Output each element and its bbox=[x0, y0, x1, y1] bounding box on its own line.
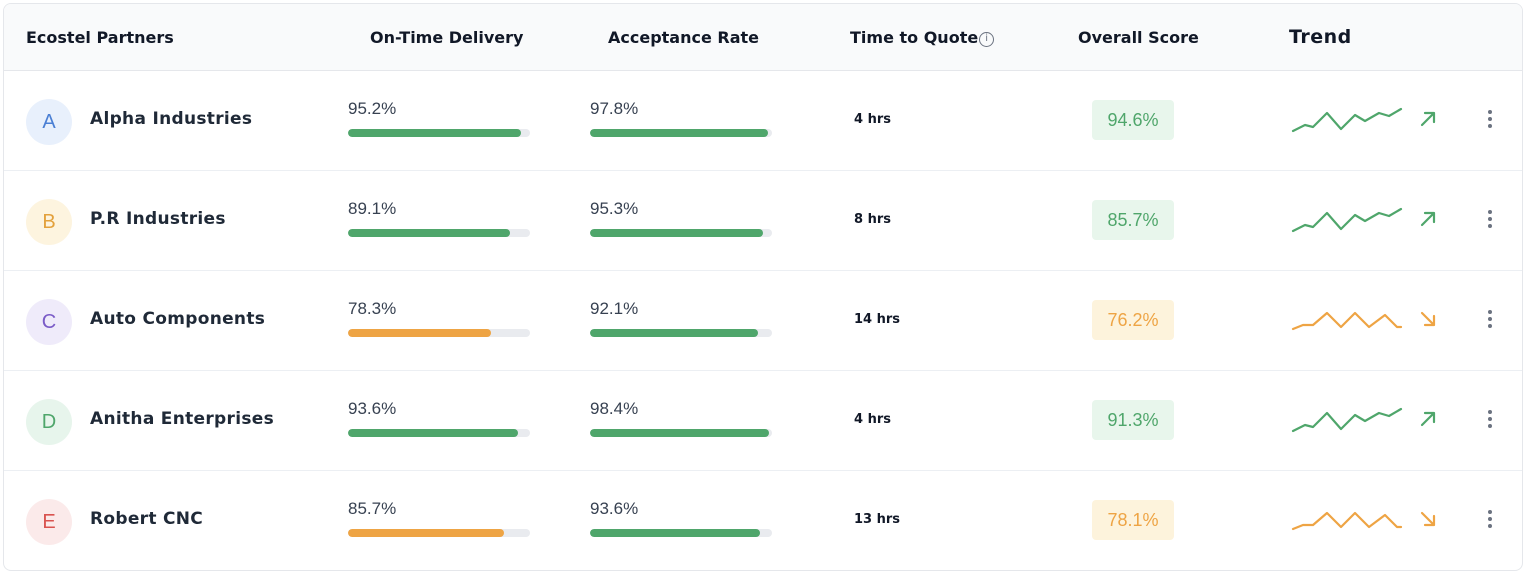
acceptance-rate-value: 92.1% bbox=[590, 299, 639, 318]
header-acceptance-rate: Acceptance Rate bbox=[608, 28, 760, 47]
info-icon[interactable]: i bbox=[979, 32, 995, 47]
header-time-to-quote: Time to Quote i bbox=[850, 4, 995, 71]
acceptance-rate-cell: 98.4% bbox=[590, 399, 775, 437]
header-trend: Trend bbox=[1289, 26, 1352, 48]
trend-up-arrow-icon bbox=[1420, 211, 1436, 227]
on-time-delivery-value: 93.6% bbox=[348, 399, 397, 418]
on-time-delivery-bar bbox=[348, 529, 530, 537]
more-options-icon[interactable] bbox=[1478, 207, 1502, 235]
trend-sparkline bbox=[1291, 407, 1403, 433]
acceptance-rate-bar bbox=[590, 329, 772, 337]
more-options-icon[interactable] bbox=[1478, 107, 1502, 135]
trend-down-arrow-icon bbox=[1420, 311, 1436, 327]
time-to-quote-value: 4 hrs bbox=[854, 112, 891, 127]
avatar: C bbox=[26, 299, 72, 345]
table-row[interactable]: D Anitha Enterprises 93.6% 98.4% 4 hrs 9… bbox=[4, 371, 1522, 471]
avatar: B bbox=[26, 199, 72, 245]
partner-name[interactable]: Auto Components bbox=[90, 309, 266, 329]
table-row[interactable]: A Alpha Industries 95.2% 97.8% 4 hrs 94.… bbox=[4, 71, 1522, 171]
avatar: A bbox=[26, 99, 72, 145]
on-time-delivery-bar bbox=[348, 429, 530, 437]
header-on-time-delivery: On-Time Delivery bbox=[370, 28, 524, 47]
more-options-icon[interactable] bbox=[1478, 507, 1502, 535]
acceptance-rate-cell: 95.3% bbox=[590, 199, 775, 237]
time-to-quote-value: 14 hrs bbox=[854, 312, 901, 327]
trend-up-arrow-icon bbox=[1420, 411, 1436, 427]
on-time-delivery-value: 95.2% bbox=[348, 99, 397, 118]
trend-sparkline bbox=[1291, 207, 1403, 233]
overall-score-badge: 85.7% bbox=[1092, 200, 1174, 240]
overall-score-badge: 78.1% bbox=[1092, 500, 1174, 540]
on-time-delivery-bar bbox=[348, 229, 530, 237]
header-partners: Ecostel Partners bbox=[26, 28, 174, 47]
avatar: D bbox=[26, 399, 72, 445]
acceptance-rate-value: 95.3% bbox=[590, 199, 639, 218]
more-options-icon[interactable] bbox=[1478, 407, 1502, 435]
on-time-delivery-cell: 93.6% bbox=[348, 399, 533, 437]
trend-sparkline bbox=[1291, 511, 1403, 531]
table-row[interactable]: B P.R Industries 89.1% 95.3% 8 hrs 85.7% bbox=[4, 171, 1522, 271]
on-time-delivery-value: 85.7% bbox=[348, 499, 397, 518]
trend-up-arrow-icon bbox=[1420, 111, 1436, 127]
overall-score-badge: 91.3% bbox=[1092, 400, 1174, 440]
on-time-delivery-value: 78.3% bbox=[348, 299, 397, 318]
partner-name[interactable]: Robert CNC bbox=[90, 509, 204, 529]
on-time-delivery-cell: 85.7% bbox=[348, 499, 533, 537]
overall-score-badge: 76.2% bbox=[1092, 300, 1174, 340]
acceptance-rate-bar bbox=[590, 529, 772, 537]
partner-name[interactable]: Anitha Enterprises bbox=[90, 409, 275, 429]
more-options-icon[interactable] bbox=[1478, 307, 1502, 335]
trend-sparkline bbox=[1291, 311, 1403, 331]
acceptance-rate-value: 93.6% bbox=[590, 499, 639, 518]
acceptance-rate-value: 98.4% bbox=[590, 399, 639, 418]
overall-score-badge: 94.6% bbox=[1092, 100, 1174, 140]
acceptance-rate-value: 97.8% bbox=[590, 99, 639, 118]
avatar: E bbox=[26, 499, 72, 545]
on-time-delivery-cell: 78.3% bbox=[348, 299, 533, 337]
acceptance-rate-bar bbox=[590, 229, 772, 237]
acceptance-rate-cell: 97.8% bbox=[590, 99, 775, 137]
partner-name[interactable]: P.R Industries bbox=[90, 209, 226, 229]
acceptance-rate-bar bbox=[590, 129, 772, 137]
on-time-delivery-value: 89.1% bbox=[348, 199, 397, 218]
acceptance-rate-cell: 92.1% bbox=[590, 299, 775, 337]
on-time-delivery-cell: 89.1% bbox=[348, 199, 533, 237]
table-row[interactable]: C Auto Components 78.3% 92.1% 14 hrs 76.… bbox=[4, 271, 1522, 371]
on-time-delivery-bar bbox=[348, 129, 530, 137]
partners-table: Ecostel Partners On-Time Delivery Accept… bbox=[3, 3, 1523, 571]
table-row[interactable]: E Robert CNC 85.7% 93.6% 13 hrs 78.1% bbox=[4, 471, 1522, 570]
time-to-quote-value: 8 hrs bbox=[854, 212, 891, 227]
acceptance-rate-cell: 93.6% bbox=[590, 499, 775, 537]
trend-down-arrow-icon bbox=[1420, 511, 1436, 527]
time-to-quote-value: 4 hrs bbox=[854, 412, 891, 427]
acceptance-rate-bar bbox=[590, 429, 772, 437]
header-overall-score: Overall Score bbox=[1078, 28, 1199, 47]
time-to-quote-value: 13 hrs bbox=[854, 512, 901, 527]
table-header: Ecostel Partners On-Time Delivery Accept… bbox=[4, 4, 1522, 71]
on-time-delivery-cell: 95.2% bbox=[348, 99, 533, 137]
on-time-delivery-bar bbox=[348, 329, 530, 337]
trend-sparkline bbox=[1291, 107, 1403, 133]
partner-name[interactable]: Alpha Industries bbox=[90, 109, 253, 129]
